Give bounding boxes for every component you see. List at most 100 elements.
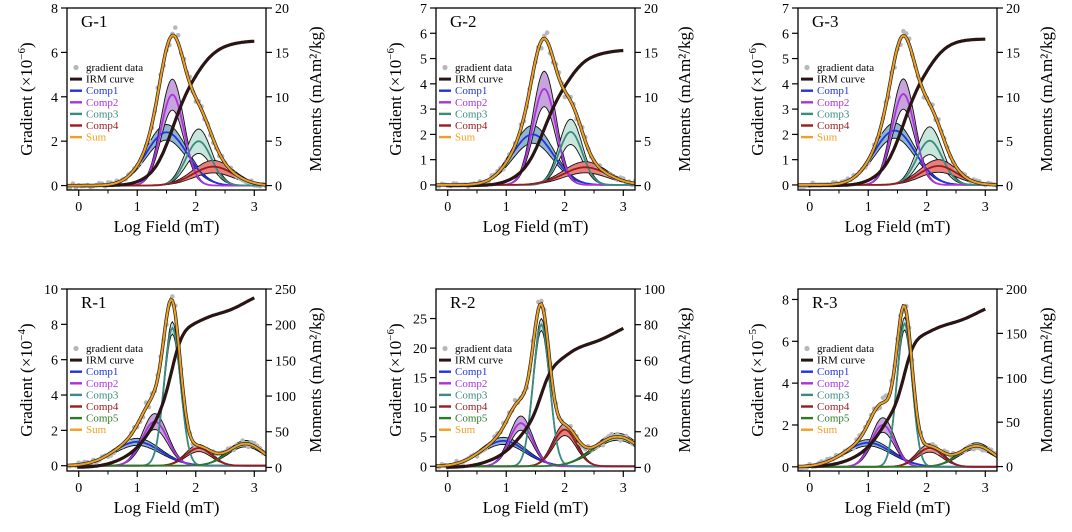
panel-title: G-3 bbox=[812, 12, 838, 31]
legend-item-comp4: Comp4 bbox=[817, 401, 850, 413]
x-tick-label: 1 bbox=[865, 481, 872, 496]
legend-item-comp4: Comp4 bbox=[455, 120, 488, 132]
y-axis-label: Gradient (×10−5) bbox=[747, 323, 767, 436]
x-axis-label: Log Field (mT) bbox=[483, 217, 589, 236]
x-axis-label: Log Field (mT) bbox=[114, 217, 220, 236]
panel-title: G-2 bbox=[450, 12, 476, 31]
panel-title: R-3 bbox=[812, 293, 838, 312]
x-tick-label: 0 bbox=[75, 200, 82, 215]
legend-item-irm: IRM curve bbox=[86, 355, 134, 367]
y-right-tick-label: 100 bbox=[644, 283, 665, 298]
sum-curve bbox=[67, 34, 266, 187]
x-tick-label: 1 bbox=[134, 481, 141, 496]
y-right-tick-label: 50 bbox=[1006, 416, 1020, 431]
legend-item-irm: IRM curve bbox=[817, 355, 865, 367]
plot-area bbox=[67, 25, 266, 190]
legend-item-gradient: gradient data bbox=[455, 343, 512, 355]
y-right-tick-label: 20 bbox=[275, 2, 289, 17]
plot-area bbox=[798, 303, 997, 471]
x-tick-label: 2 bbox=[192, 481, 199, 496]
y-right-tick-label: 5 bbox=[644, 135, 651, 150]
irm-curve bbox=[446, 326, 625, 469]
y-tick-label: 5 bbox=[420, 53, 427, 68]
y-right-tick-label: 0 bbox=[275, 461, 282, 476]
panel-r-3: 0 1 2 3 0 2 4 6 8 0 50 100 150 200 Log Field (mT) Gradi… bbox=[747, 283, 1056, 517]
y-right-axis-label: Moments (mAm²/kg) bbox=[306, 307, 325, 452]
y-right-tick-label: 20 bbox=[1006, 2, 1020, 17]
legend-item-sum: Sum bbox=[455, 132, 476, 144]
gradient-point bbox=[618, 438, 623, 443]
legend-item-comp3: Comp3 bbox=[455, 108, 488, 120]
y-tick-label: 2 bbox=[420, 128, 427, 143]
y-tick-label: 0 bbox=[420, 179, 427, 194]
y-right-tick-label: 0 bbox=[644, 461, 651, 476]
y-tick-label: 8 bbox=[51, 2, 58, 17]
y-tick-label: 20 bbox=[413, 342, 427, 357]
y-tick-label: 6 bbox=[782, 335, 789, 350]
y-right-tick-label: 100 bbox=[275, 390, 296, 405]
legend-item-comp2: Comp2 bbox=[817, 378, 849, 390]
x-tick-label: 0 bbox=[806, 200, 813, 215]
y-right-tick-label: 10 bbox=[275, 91, 289, 106]
legend-marker-gradient bbox=[442, 345, 448, 352]
x-axis-label: Log Field (mT) bbox=[483, 498, 589, 517]
panel-g-2: 0 1 2 3 0 1 2 3 4 5 6 7 0 5 10 15 20 Log Field (mT) Gradie… bbox=[385, 2, 694, 236]
y-tick-label: 2 bbox=[51, 135, 58, 150]
panel-g-1: 0 1 2 3 0 2 4 6 8 0 5 10 15 20 Log Field (mT) Gradient … bbox=[16, 2, 325, 236]
panel-title: R-2 bbox=[450, 293, 476, 312]
y-tick-label: 4 bbox=[782, 377, 789, 392]
sum-curve bbox=[436, 37, 635, 186]
y-right-tick-label: 10 bbox=[1006, 91, 1020, 106]
y-right-tick-label: 200 bbox=[1006, 283, 1027, 298]
y-right-axis-label: Moments (mAm²/kg) bbox=[306, 26, 325, 171]
legend-item-comp3: Comp3 bbox=[817, 389, 850, 401]
y-axis-label: Gradient (×10−6) bbox=[385, 323, 405, 436]
legend-item-comp4: Comp4 bbox=[455, 401, 488, 413]
legend-item-comp1: Comp1 bbox=[817, 85, 849, 97]
y-axis-label: Gradient (×10−6) bbox=[385, 42, 405, 155]
gradient-point bbox=[544, 30, 550, 35]
sum-curve bbox=[436, 302, 635, 467]
x-axis-label: Log Field (mT) bbox=[114, 498, 220, 517]
legend-item-comp3: Comp3 bbox=[86, 108, 119, 120]
y-right-tick-label: 10 bbox=[644, 91, 658, 106]
y-right-tick-label: 50 bbox=[275, 426, 289, 441]
gradient-point bbox=[170, 294, 175, 299]
y-tick-label: 1 bbox=[420, 154, 427, 169]
y-tick-label: 7 bbox=[420, 2, 427, 17]
x-tick-label: 2 bbox=[561, 481, 568, 496]
legend-item-comp1: Comp1 bbox=[455, 85, 487, 97]
legend-marker-gradient bbox=[442, 64, 448, 71]
legend-item-sum: Sum bbox=[455, 424, 476, 436]
legend-item-irm: IRM curve bbox=[455, 355, 503, 367]
legend-item-comp4: Comp4 bbox=[817, 120, 850, 132]
y-tick-label: 2 bbox=[782, 128, 789, 143]
y-right-tick-label: 5 bbox=[1006, 135, 1013, 150]
x-tick-label: 1 bbox=[134, 200, 141, 215]
y-tick-label: 7 bbox=[782, 2, 789, 17]
legend-marker-gradient bbox=[73, 345, 79, 352]
y-tick-label: 6 bbox=[51, 46, 58, 61]
y-right-axis-label: Moments (mAm²/kg) bbox=[675, 26, 694, 171]
legend-item-comp5: Comp5 bbox=[817, 413, 850, 425]
legend-item-comp3: Comp3 bbox=[455, 389, 488, 401]
y-tick-label: 0 bbox=[51, 180, 58, 195]
x-tick-label: 0 bbox=[444, 481, 451, 496]
y-tick-label: 3 bbox=[782, 103, 789, 118]
y-tick-label: 6 bbox=[51, 354, 58, 369]
band-comp4 bbox=[798, 159, 997, 186]
legend-item-comp3: Comp3 bbox=[817, 108, 850, 120]
y-right-tick-label: 20 bbox=[644, 426, 658, 441]
legend-item-comp1: Comp1 bbox=[817, 366, 849, 378]
legend-item-irm: IRM curve bbox=[86, 74, 134, 86]
x-tick-label: 1 bbox=[865, 200, 872, 215]
gradient-point bbox=[609, 432, 614, 437]
legend-item-sum: Sum bbox=[86, 424, 107, 436]
x-axis-label: Log Field (mT) bbox=[845, 217, 951, 236]
plot-area bbox=[436, 298, 635, 470]
y-tick-label: 4 bbox=[51, 91, 58, 106]
